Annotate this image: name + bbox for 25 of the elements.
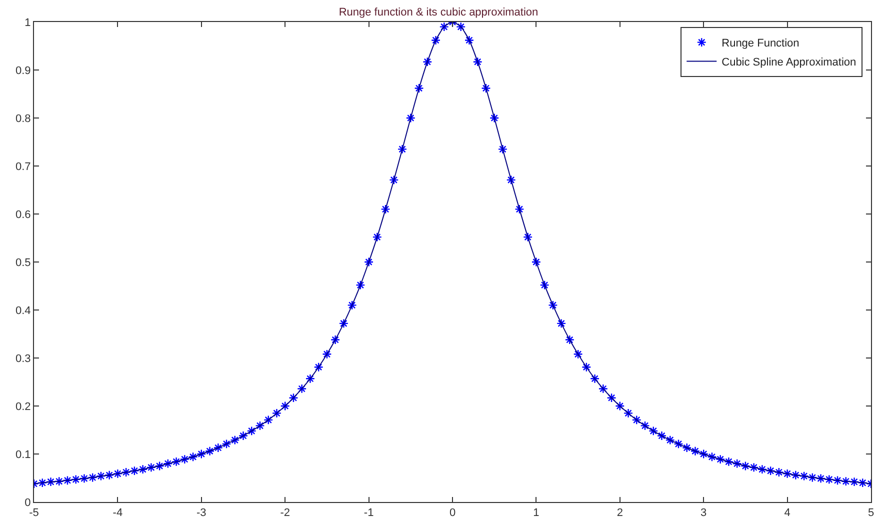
y-tick-label: 0.4 <box>16 304 31 317</box>
x-tick-label: 0 <box>449 507 456 520</box>
y-tick-label: 1 <box>24 16 31 29</box>
y-tick-label: 0.1 <box>16 448 31 461</box>
y-tick-label: 0.8 <box>16 112 31 125</box>
x-tick-label: -3 <box>196 507 206 520</box>
y-tick-label: 0.2 <box>16 400 31 413</box>
y-tick-label: 0.3 <box>16 352 31 365</box>
y-tick-label: 0.5 <box>16 256 31 269</box>
x-tick-label: -5 <box>29 507 39 520</box>
x-tick-label: 4 <box>784 507 790 520</box>
y-tick-label: 0.7 <box>16 160 31 173</box>
x-tick-label: 2 <box>616 507 623 520</box>
x-tick-label: 1 <box>533 507 540 520</box>
y-tick-label: 0 <box>24 496 31 509</box>
y-tick-label: 0.6 <box>16 208 31 221</box>
x-tick-label: 3 <box>700 507 707 520</box>
x-tick-label: -2 <box>280 507 290 520</box>
x-tick-label: -4 <box>112 507 123 520</box>
x-tick-label: 5 <box>868 507 874 520</box>
chart-title: Runge function & its cubic approximation <box>338 6 538 19</box>
x-tick-label: -1 <box>364 507 374 520</box>
legend-label: Cubic Spline Approximation <box>722 56 856 69</box>
legend-label: Runge Function <box>722 38 800 50</box>
y-tick-label: 0.9 <box>16 64 31 77</box>
